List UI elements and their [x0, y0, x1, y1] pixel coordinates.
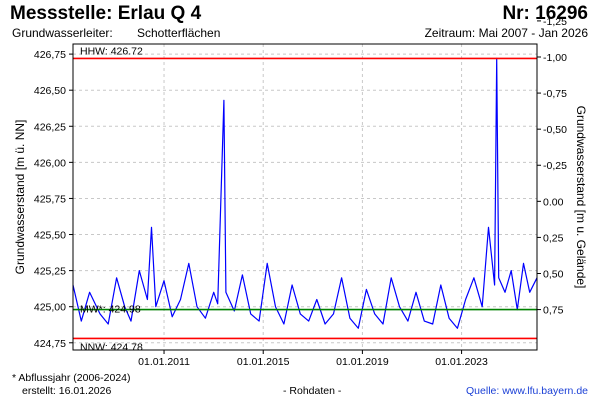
- created-date: erstellt: 16.01.2026: [22, 385, 112, 397]
- x-tick-label: 01.01.2019: [336, 356, 389, 368]
- y-right-tick-label: -0,50: [543, 124, 567, 136]
- y-tick-label: 425,00: [34, 302, 66, 314]
- aquifer-value: Schotterflächen: [137, 26, 221, 40]
- plot-frame: [72, 43, 538, 351]
- y-tick-label: 426,25: [34, 121, 66, 133]
- x-tick-label: 01.01.2011: [138, 356, 190, 368]
- y-right-tick-label: 0,50: [543, 269, 564, 281]
- raw-data-label: - Rohdaten -: [283, 385, 342, 397]
- footnote: * Abflussjahr (2006-2024): [12, 372, 131, 384]
- x-tick-label: 01.01.2015: [237, 356, 290, 368]
- station-number: Nr: 16296: [502, 3, 588, 24]
- y-right-tick-label: -0,25: [543, 160, 567, 172]
- y-tick-label: 425,75: [34, 193, 66, 205]
- y-right-tick-label: -0,75: [543, 88, 567, 100]
- y-right-axis-title: Grundwasserstand [m u. Gelände]: [574, 106, 588, 289]
- source-link[interactable]: Quelle: www.lfu.bayern.de: [466, 385, 588, 397]
- y-right-tick-label: 0,25: [543, 232, 564, 244]
- y-axis-title: Grundwasserstand [m ü. NN]: [13, 120, 27, 275]
- reference-label-mw: MW*: 424.98: [80, 304, 141, 316]
- aquifer-label: Grundwasserleiter:: [12, 26, 113, 40]
- y-tick-label: 426,00: [34, 157, 66, 169]
- y-right-tick-label: 0,75: [543, 305, 564, 317]
- plot-area: [73, 44, 537, 350]
- y-tick-label: 425,50: [34, 230, 66, 242]
- groundwater-series-line: [72, 57, 538, 329]
- period-label: Zeitraum: Mai 2007 - Jan 2026: [424, 26, 588, 40]
- y-right-tick-label: -1,25: [543, 16, 567, 28]
- page-title: Messstelle: Erlau Q 4: [10, 3, 202, 24]
- reference-label-hhw: HHW: 426.72: [80, 45, 143, 57]
- reference-label-nnw: NNW: 424.78: [80, 341, 143, 353]
- y-tick-label: 425,25: [34, 266, 66, 278]
- y-tick-label: 424,75: [34, 338, 66, 350]
- x-tick-label: 01.01.2023: [435, 356, 488, 368]
- y-right-tick-label: 0.00: [543, 196, 564, 208]
- y-tick-label: 426,50: [34, 85, 66, 97]
- y-tick-label: 426,75: [34, 49, 66, 61]
- y-right-tick-label: -1,00: [543, 52, 567, 64]
